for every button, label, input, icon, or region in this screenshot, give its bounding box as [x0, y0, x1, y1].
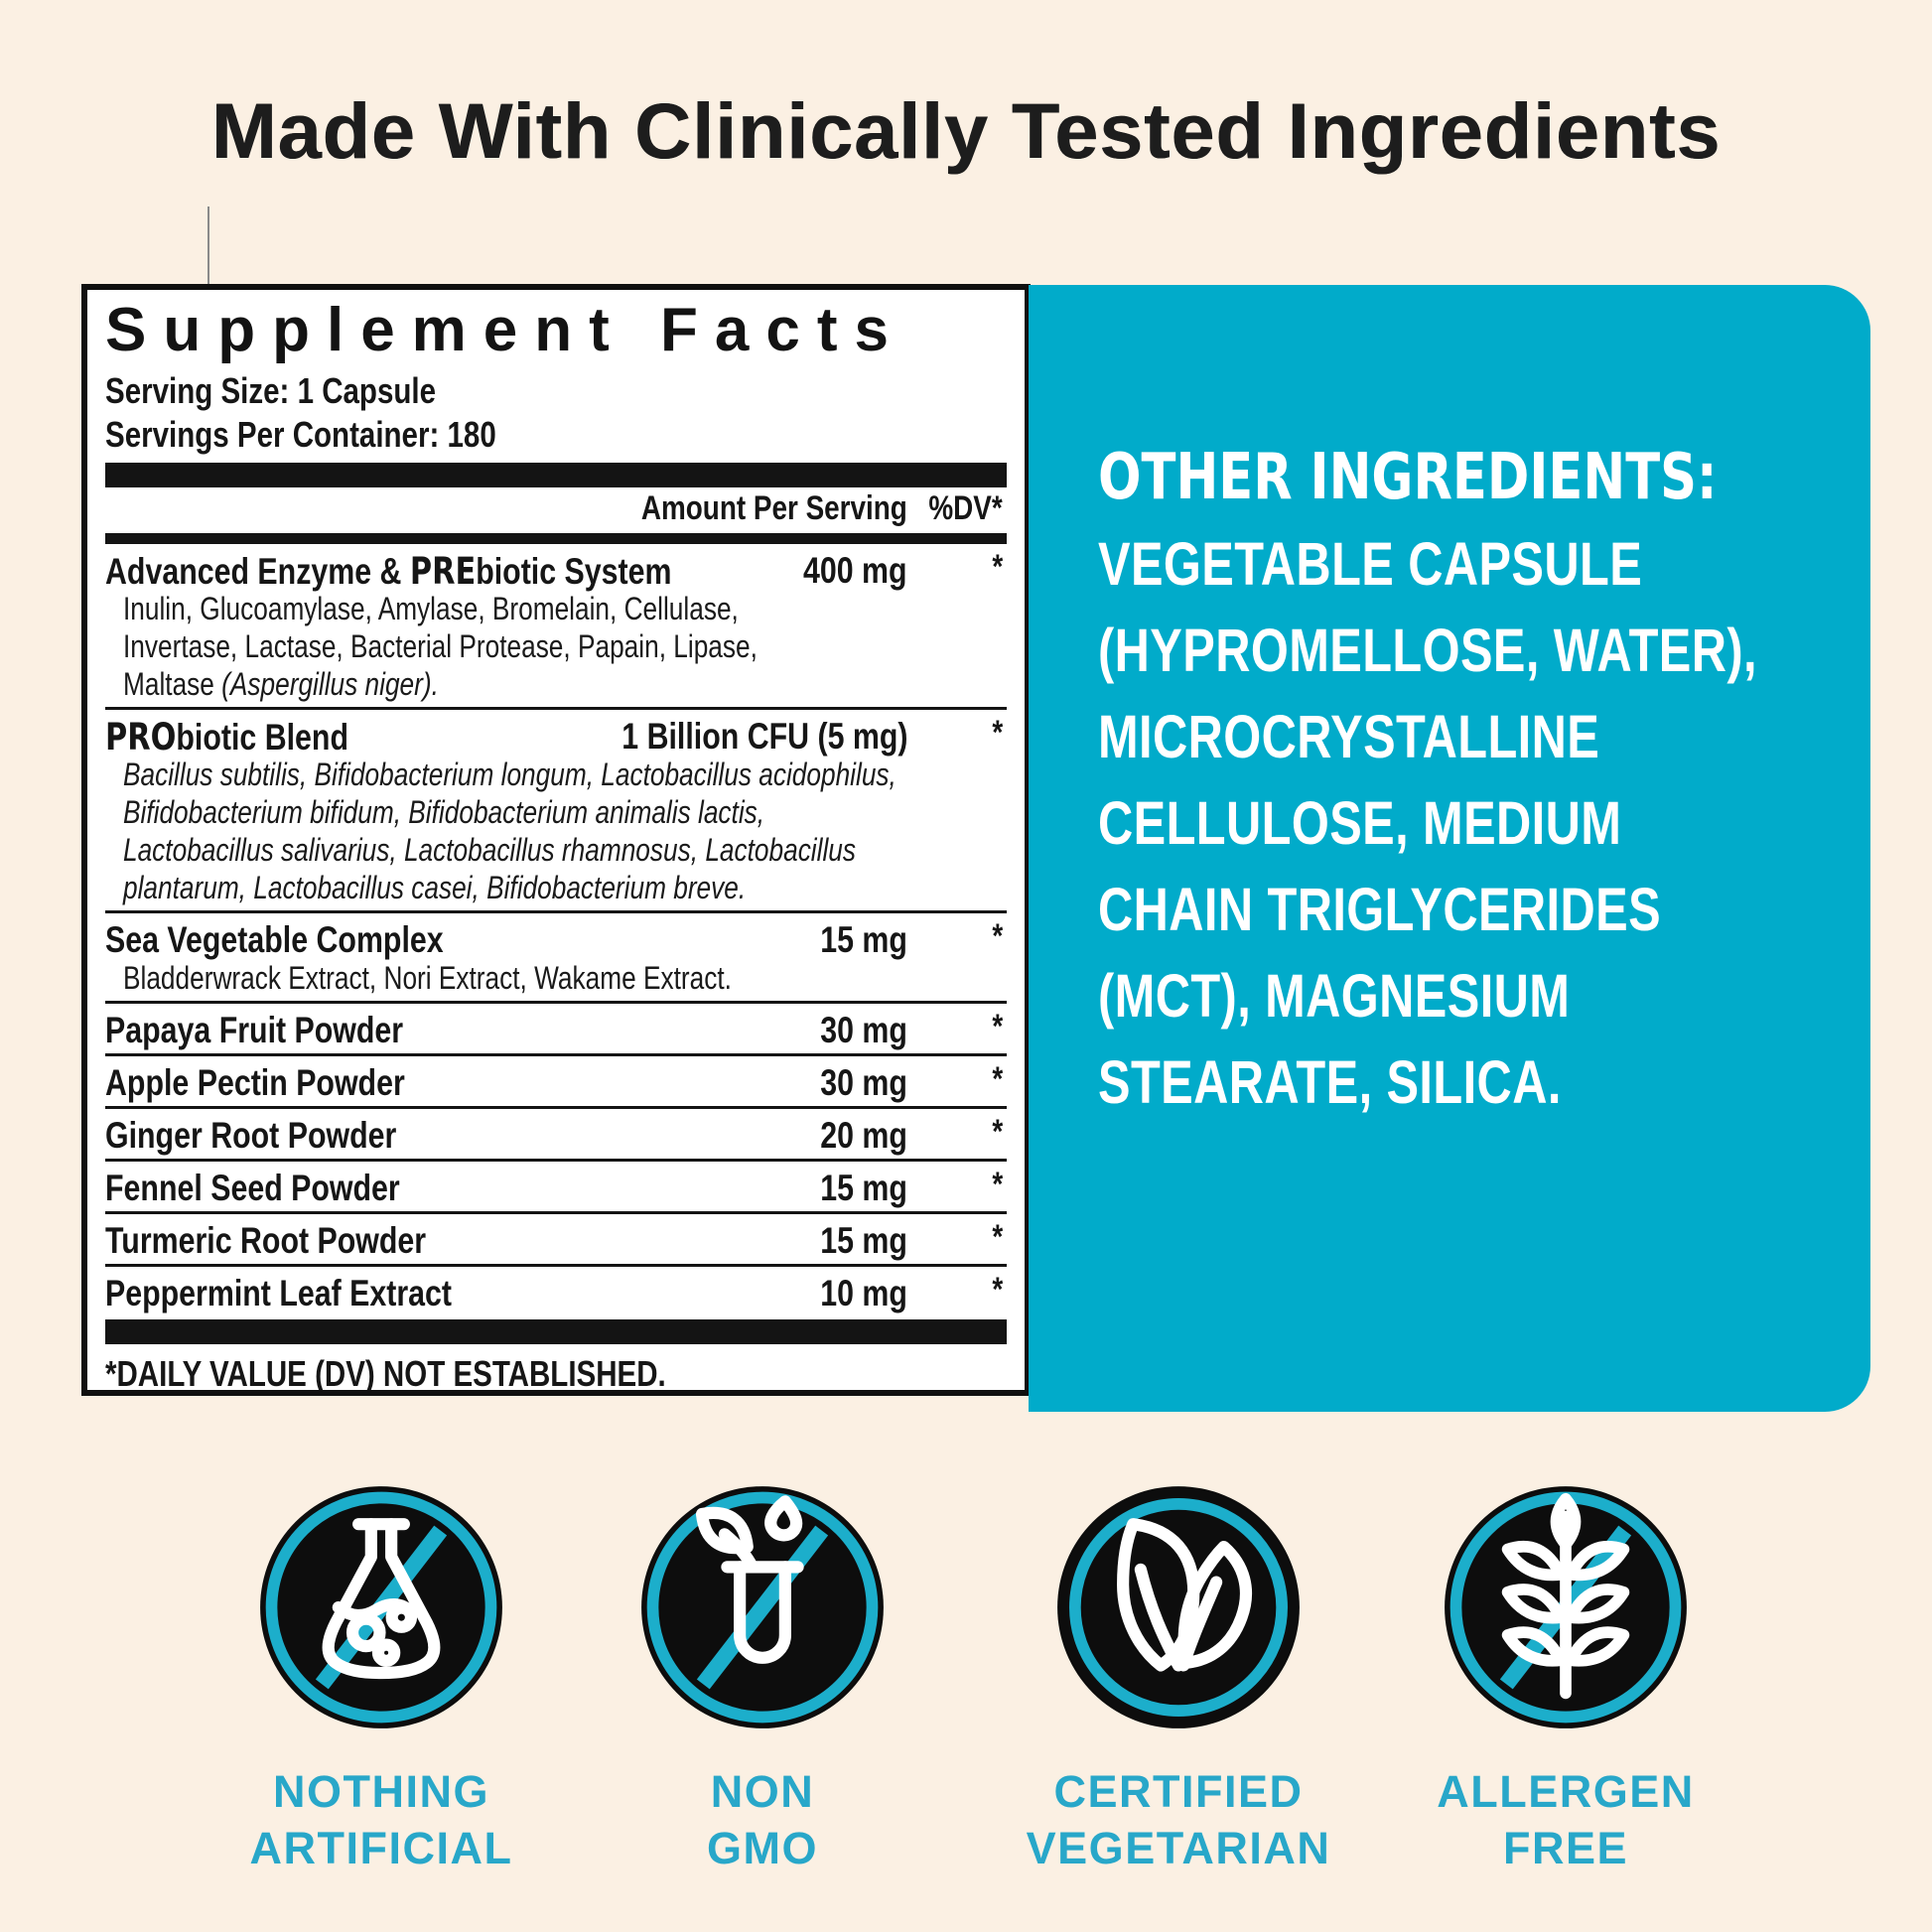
- other-ingredients-line: CELLULOSE, MEDIUM: [1098, 789, 1622, 857]
- table-row: Sea Vegetable Complex 15 mg * Bladderwrack …: [105, 910, 1007, 1001]
- supplement-facts-panel: Supplement Facts Serving Size: 1 Capsule…: [81, 284, 1031, 1396]
- column-header-dv: %DV*: [928, 489, 1003, 527]
- cursor-artifact: [207, 207, 209, 292]
- non-gmo-testtube-icon: [641, 1486, 884, 1728]
- badge-allergen-free: ALLERGEN FREE: [1407, 1481, 1725, 1876]
- table-row: Apple Pectin Powder 30 mg *: [105, 1053, 1007, 1106]
- other-ingredients-line: CHAIN TRIGLYCERIDES: [1098, 876, 1662, 943]
- vegetarian-leaves-icon: [1057, 1486, 1300, 1728]
- ingredient-dv: *: [992, 1060, 1003, 1098]
- ingredient-name: Ginger Root Powder: [105, 1115, 397, 1156]
- ingredient-name: Apple Pectin Powder: [105, 1062, 405, 1103]
- badge-non-gmo: NON GMO: [604, 1481, 921, 1876]
- ingredient-amount: 400 mg: [803, 550, 907, 591]
- table-row: Turmeric Root Powder 15 mg *: [105, 1211, 1007, 1264]
- ingredient-dv: *: [992, 1166, 1003, 1203]
- table-row: Peppermint Leaf Extract 10 mg *: [105, 1264, 1007, 1316]
- other-ingredients-line: MICROCRYSTALLINE: [1098, 703, 1600, 770]
- other-ingredients-line: VEGETABLE CAPSULE: [1098, 530, 1643, 598]
- ingredient-dv: *: [992, 548, 1003, 586]
- divider-thick-bottom: [105, 1319, 1007, 1344]
- ingredient-amount: 30 mg: [820, 1010, 907, 1050]
- ingredient-amount: 1 Billion CFU (5 mg): [621, 716, 907, 757]
- badge-label: CERTIFIED VEGETARIAN: [1026, 1766, 1331, 1873]
- other-ingredients-line: (MCT), MAGNESIUM: [1098, 962, 1571, 1030]
- ingredient-amount: 15 mg: [820, 1168, 907, 1208]
- ingredient-amount: 15 mg: [820, 1220, 907, 1261]
- allergen-free-wheat-icon: [1445, 1486, 1687, 1728]
- ingredient-name: PRObiotic Blend: [105, 716, 349, 759]
- ingredient-sublist: Bladderwrack Extract, Nori Extract, Waka…: [123, 960, 732, 996]
- other-ingredients-line: STEARATE, SILICA.: [1098, 1048, 1562, 1116]
- serving-size: Serving Size: 1 Capsule: [105, 370, 437, 411]
- ingredient-amount: 15 mg: [820, 919, 907, 960]
- ingredient-name: Advanced Enzyme & PREbiotic System: [105, 550, 672, 593]
- daily-value-footnote: *DAILY VALUE (DV) NOT ESTABLISHED.: [105, 1353, 666, 1394]
- ingredient-amount: 20 mg: [820, 1115, 907, 1156]
- ingredient-dv: *: [992, 1218, 1003, 1256]
- badge-nothing-artificial: NOTHING ARTIFICIAL: [222, 1481, 540, 1876]
- table-row: PRObiotic Blend 1 Billion CFU (5 mg) * Baci…: [105, 707, 1007, 910]
- ingredient-dv: *: [992, 1271, 1003, 1309]
- ingredient-dv: *: [992, 1113, 1003, 1151]
- ingredient-name: Sea Vegetable Complex: [105, 919, 444, 960]
- facts-rows: Advanced Enzyme & PREbiotic System 400 mg…: [105, 544, 1007, 1316]
- ingredient-sublist: Bacillus subtilis, Bifidobacterium longu…: [123, 757, 897, 905]
- badge-certified-vegetarian: CERTIFIED VEGETARIAN: [1020, 1481, 1337, 1876]
- divider-thick-top: [105, 463, 1007, 487]
- ingredient-name: Peppermint Leaf Extract: [105, 1273, 453, 1313]
- table-row: Fennel Seed Powder 15 mg *: [105, 1159, 1007, 1211]
- divider-thin: [105, 533, 1007, 544]
- table-row: Advanced Enzyme & PREbiotic System 400 mg…: [105, 544, 1007, 707]
- other-ingredients-heading: OTHER INGREDIENTS:: [1098, 441, 1718, 514]
- ingredient-amount: 10 mg: [820, 1273, 907, 1313]
- badge-label: ALLERGEN FREE: [1437, 1766, 1695, 1873]
- ingredient-dv: *: [992, 714, 1003, 752]
- ingredient-dv: *: [992, 917, 1003, 955]
- column-header-amount: Amount Per Serving: [640, 489, 907, 527]
- table-row: Ginger Root Powder 20 mg *: [105, 1106, 1007, 1159]
- ingredient-amount: 30 mg: [820, 1062, 907, 1103]
- no-artificial-flask-icon: [260, 1486, 502, 1728]
- supplement-facts-title: Supplement Facts: [105, 296, 905, 364]
- ingredient-name: Fennel Seed Powder: [105, 1168, 400, 1208]
- page-title: Made With Clinically Tested Ingredients: [210, 86, 1722, 175]
- badge-label: NOTHING ARTIFICIAL: [249, 1766, 513, 1873]
- ingredient-name: Turmeric Root Powder: [105, 1220, 427, 1261]
- other-ingredients-text: OTHER INGREDIENTS: VEGETABLE CAPSULE (HY…: [1098, 434, 1876, 1126]
- table-row: Papaya Fruit Powder 30 mg *: [105, 1001, 1007, 1053]
- ingredient-name: Papaya Fruit Powder: [105, 1010, 404, 1050]
- table-header-row: Amount Per Serving %DV*: [105, 487, 1007, 533]
- servings-per-container: Servings Per Container: 180: [105, 414, 496, 455]
- other-ingredients-panel: OTHER INGREDIENTS: VEGETABLE CAPSULE (HY…: [1029, 285, 1870, 1412]
- ingredient-dv: *: [992, 1008, 1003, 1045]
- other-ingredients-line: (HYPROMELLOSE, WATER),: [1098, 617, 1757, 684]
- ingredient-sublist: Inulin, Glucoamylase, Amylase, Bromelain…: [123, 591, 758, 702]
- badge-label: NON GMO: [707, 1766, 818, 1873]
